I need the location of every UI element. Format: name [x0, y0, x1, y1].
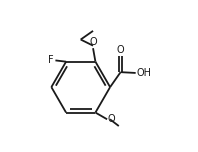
Text: O: O [89, 37, 97, 47]
Text: O: O [117, 45, 124, 55]
Text: O: O [108, 114, 115, 124]
Text: OH: OH [136, 68, 151, 78]
Text: F: F [48, 55, 53, 65]
